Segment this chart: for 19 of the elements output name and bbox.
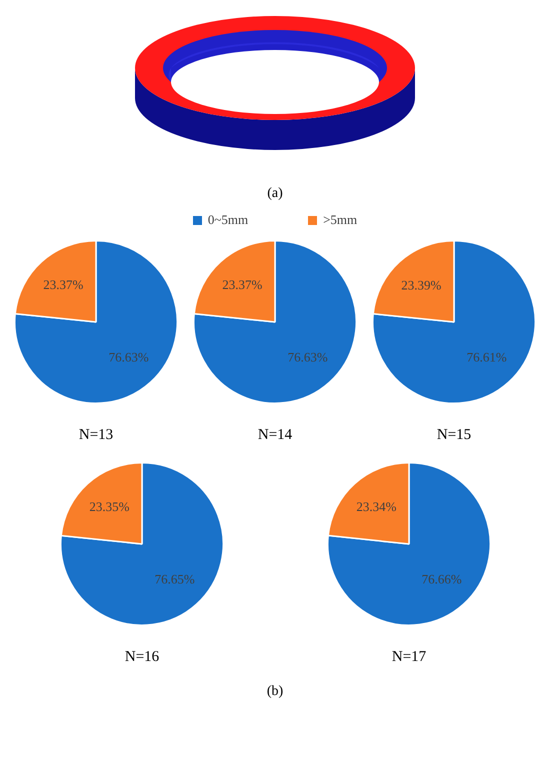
text: N=14 <box>258 426 293 443</box>
data-label: 23.34% <box>356 499 396 514</box>
data-label: 76.61% <box>466 350 507 365</box>
text: (a) <box>266 186 284 202</box>
text: N=13 <box>78 426 114 443</box>
text: (b) <box>266 684 284 700</box>
data-label: 23.37% <box>43 277 84 292</box>
data-label: 76.66% <box>421 572 462 587</box>
data-label: 23.37% <box>222 277 263 292</box>
data-label: 76.63% <box>108 350 149 365</box>
data-label: 76.63% <box>288 350 328 365</box>
text: N=15 <box>436 426 472 443</box>
data-label: 23.39% <box>401 277 442 292</box>
legend-label: 0~5mm <box>208 212 248 228</box>
data-label: 23.35% <box>88 499 130 514</box>
data-label: 76.65% <box>154 572 194 587</box>
text: N=16 <box>124 648 160 665</box>
text: N=17 <box>391 648 426 665</box>
legend-label: >5mm <box>323 212 358 228</box>
